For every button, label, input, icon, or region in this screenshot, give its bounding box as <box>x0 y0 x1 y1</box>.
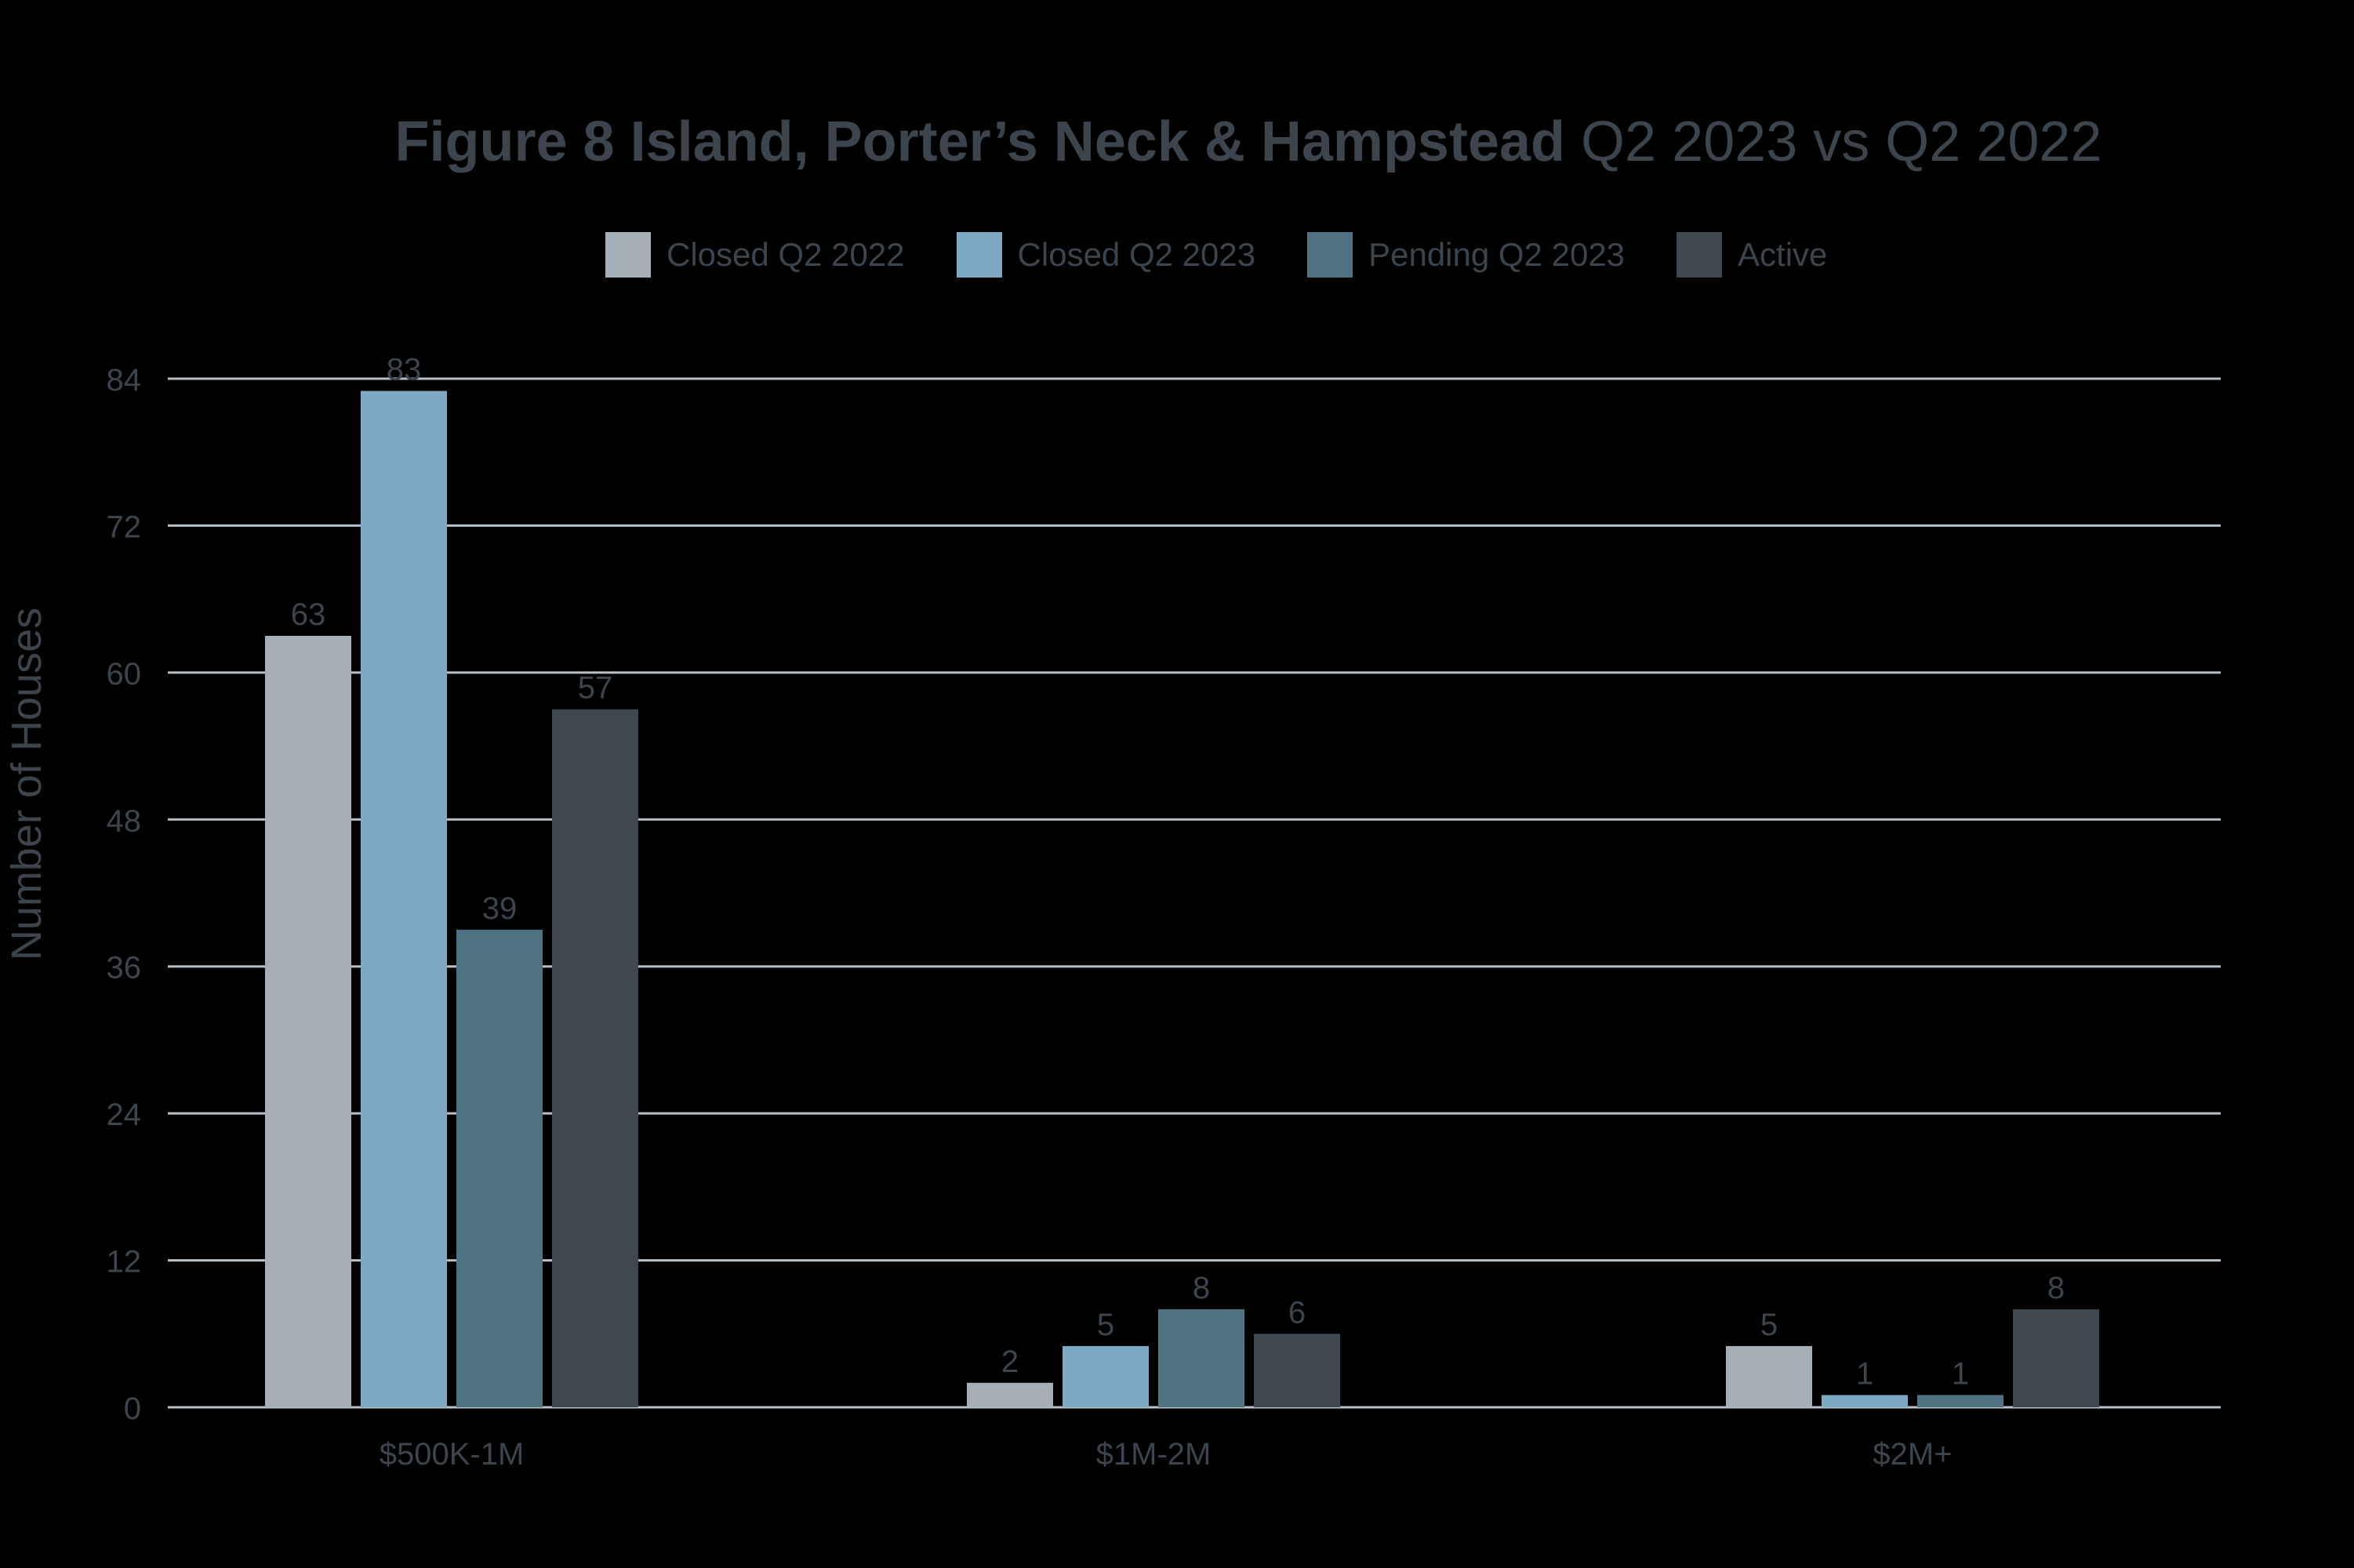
data-label: 63 <box>291 597 326 632</box>
bar <box>2013 1309 2099 1407</box>
data-label: 2 <box>1001 1345 1019 1379</box>
x-tick-label: $500K-1M <box>380 1437 525 1472</box>
legend-label: Closed Q2 2023 <box>1017 236 1256 273</box>
bar <box>1822 1395 1908 1407</box>
data-label: 5 <box>1097 1308 1114 1342</box>
data-label: 8 <box>1193 1271 1210 1305</box>
chart-title: Figure 8 Island, Porter’s Neck & Hampste… <box>0 110 2354 174</box>
y-tick-label: 84 <box>107 363 142 397</box>
bar <box>1254 1334 1340 1407</box>
legend-item-closed-q2-2022: Closed Q2 2022 <box>605 232 905 278</box>
y-tick-label: 24 <box>107 1098 142 1132</box>
legend-label: Closed Q2 2022 <box>667 236 905 273</box>
x-tick-label: $1M-2M <box>1096 1437 1212 1472</box>
data-label: 1 <box>1952 1356 1969 1391</box>
data-label: 8 <box>2047 1271 2065 1305</box>
bar <box>1063 1345 1149 1407</box>
bar <box>265 636 351 1407</box>
data-label: 6 <box>1288 1295 1306 1330</box>
bars <box>265 390 2099 1408</box>
bar <box>1726 1345 1812 1407</box>
bar <box>361 390 447 1408</box>
x-tick-label: $2M+ <box>1873 1437 1952 1472</box>
chart-title-main: Figure 8 Island, Porter’s Neck & Hampste… <box>394 111 1566 173</box>
bar <box>552 709 638 1407</box>
bar <box>967 1382 1053 1407</box>
data-label: 5 <box>1760 1308 1778 1342</box>
data-label: 39 <box>482 891 518 926</box>
legend-swatch <box>956 232 1002 278</box>
data-label: 57 <box>578 671 613 706</box>
y-tick-label: 12 <box>107 1245 142 1279</box>
bar <box>456 929 543 1407</box>
legend-item-pending-q2-2023: Pending Q2 2023 <box>1307 232 1625 278</box>
data-label: 1 <box>1856 1356 1873 1391</box>
legend-label: Pending Q2 2023 <box>1368 236 1626 273</box>
legend-swatch <box>1676 232 1723 278</box>
y-tick-label: 36 <box>107 951 142 985</box>
y-tick-label: 48 <box>107 804 142 838</box>
bar <box>1158 1309 1244 1407</box>
chart-title-sub: Q2 2023 vs Q2 2022 <box>1581 111 2102 173</box>
legend-swatch <box>1307 232 1353 278</box>
legend-swatch <box>605 232 651 278</box>
legend-item-active: Active <box>1676 232 1827 278</box>
bar <box>1917 1395 2003 1407</box>
y-tick-label: 0 <box>124 1392 141 1426</box>
y-tick-label: 72 <box>107 510 142 544</box>
y-tick-label: 60 <box>107 657 142 691</box>
y-axis-label: Number of Houses <box>3 608 50 960</box>
data-label: 83 <box>387 353 422 387</box>
chart-legend: Closed Q2 2022 Closed Q2 2023 Pending Q2… <box>605 231 1879 278</box>
labels: 0 12 24 36 48 60 72 84 63 83 39 57 $500K-1M 2 5 8 6 $1M-2… <box>107 353 2065 1472</box>
legend-label: Active <box>1738 236 1828 273</box>
legend-item-closed-q2-2023: Closed Q2 2023 <box>956 232 1256 278</box>
